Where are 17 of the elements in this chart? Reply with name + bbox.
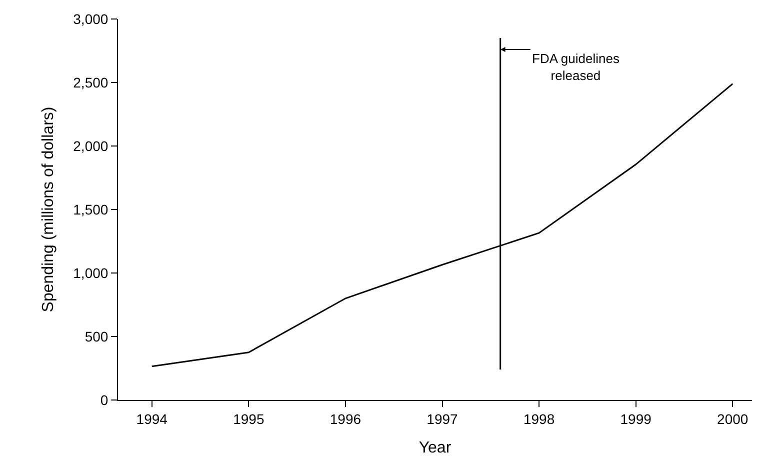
x-tick-label: 1998 [523,410,555,427]
x-tick-label: 1996 [330,410,362,427]
y-tick-label: 500 [84,328,108,344]
y-tick-label: 2,000 [73,138,108,154]
y-tick-label: 1,500 [73,201,108,218]
y-tick-label: 3,000 [73,10,108,27]
y-axis-title: Spending (millions of dollars) [40,106,58,312]
x-tick-label: 1995 [233,410,264,427]
x-tick-label: 1994 [136,410,168,427]
x-tick-label: 1997 [426,410,458,427]
ref-line-label: FDA guidelines released [532,51,620,83]
x-tick-label: 2000 [717,410,748,427]
y-tick-label: 1,000 [73,264,108,281]
y-tick-label: 2,500 [73,74,108,90]
x-axis-title: Year [418,440,452,456]
y-tick-label: 0 [100,392,108,408]
x-tick-label: 1999 [620,410,652,427]
